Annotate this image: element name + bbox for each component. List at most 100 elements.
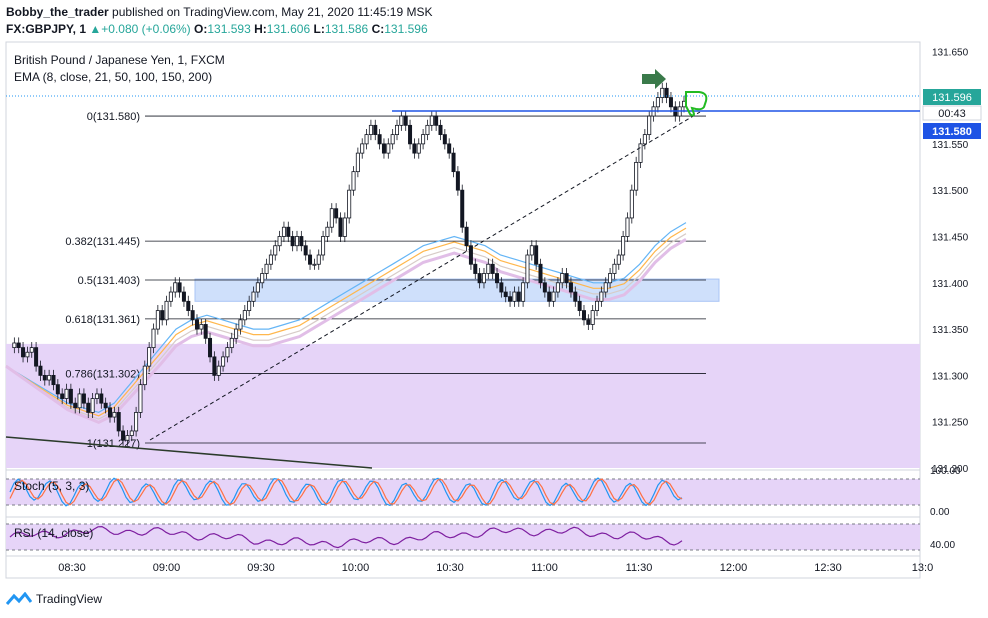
trend-line[interactable] [149,111,701,441]
candle-body [416,143,421,154]
candle-body [164,300,169,321]
candle-body [638,143,643,163]
candle-body [203,324,208,339]
candle-body [321,236,326,256]
price-tick-7: 131.300 [932,371,969,382]
low-label: L: [313,22,325,36]
candle-body [299,236,304,247]
down-trend-line[interactable] [5,436,373,469]
time-tick-0: 08:30 [58,562,86,574]
candle-body [281,226,286,237]
candle-body [386,143,391,154]
candle-body [442,134,447,145]
candle-body [564,273,569,284]
candle-body [73,402,78,409]
candle-body [625,217,630,237]
time-tick-4: 10:30 [436,562,464,574]
candle-body [312,263,317,266]
candle-body [81,393,86,404]
candle-body [342,217,347,237]
legend-ema: EMA (8, close, 21, 50, 100, 150, 200) [14,70,212,84]
countdown-text: 00:43 [938,108,966,120]
candle-body [168,291,173,302]
candle-body [290,236,295,247]
candle-body [125,435,130,441]
candle-body [177,282,182,293]
price-tick-5: 131.400 [932,279,969,290]
footer-brand[interactable]: TradingView [36,592,103,606]
candle-body [147,347,152,367]
candle-body [329,208,334,228]
fib-label-0: 0(131.580) [87,111,140,123]
candle-body [595,300,600,311]
fib-label-3: 0.618(131.361) [65,314,140,326]
candle-body [268,254,273,265]
candle-body [447,143,452,154]
candle-body [21,347,26,358]
candle-body [573,291,578,302]
candle-body [34,347,39,367]
candle-body [229,337,234,349]
candle-body [325,226,330,237]
candle-body [395,124,400,136]
stoch-label: Stoch (5, 3, 3) [14,479,89,493]
candle-body [668,97,673,108]
candle-body [486,263,491,274]
candle-body [99,393,104,404]
rsi-band [6,524,920,550]
candle-body [616,254,621,265]
open-label: O: [194,22,208,36]
price-chart[interactable]: 0(131.580) 0.382(131.445) 0.5(131.403) 0.61… [0,0,988,590]
candle-body [216,365,221,376]
candle-body [521,282,526,302]
stoch-k-line [9,477,683,507]
candle-body [464,226,469,247]
candle-body [460,189,465,228]
time-tick-6: 11:30 [626,562,653,574]
support-zone-blue[interactable] [194,278,720,302]
candle-body [434,115,439,126]
ema-line-0 [5,222,687,414]
candle-body [121,430,126,441]
author-name[interactable]: Bobby_the_trader [6,5,109,19]
candle-body [12,342,17,349]
candle-body [238,319,243,330]
low-value: 131.586 [324,22,369,36]
candle-body [525,254,530,284]
ema-line-3 [5,238,687,425]
candle-body [473,263,478,274]
price-tick-3: 131.500 [932,186,969,197]
rsi-label: RSI (14, close) [14,526,93,540]
level-price-badge [923,123,981,139]
candle-body [347,189,352,219]
candle-body [399,115,404,126]
candle-body [64,388,69,399]
high-value: 131.606 [266,22,311,36]
candle-body [160,310,165,321]
candle-body [355,152,360,173]
candle-body [468,245,473,265]
candle-body [560,273,565,284]
time-tick-9: 13:0 [912,562,933,574]
candle-body [29,347,34,353]
candle-body [90,398,95,413]
tradingview-logo-icon[interactable] [6,592,32,606]
price-tick-9: 131.200 [932,464,969,475]
candle-body [186,300,191,311]
candle-body [199,324,204,330]
symbol-label: FX:GBPJPY, 1 [6,22,87,36]
candle-body [286,226,291,237]
candle-body [51,374,56,386]
candle-body [77,393,82,409]
close-value: 131.596 [384,22,428,36]
candle-body [108,407,113,418]
candle-body [608,273,613,284]
price-tick-4: 131.450 [932,232,969,243]
candle-body [408,124,413,145]
candle-body [551,291,556,302]
candle-body [351,171,356,191]
candle-body [338,217,343,237]
candle-body [421,134,426,145]
rsi-line [9,525,683,549]
candle-body [647,115,652,136]
